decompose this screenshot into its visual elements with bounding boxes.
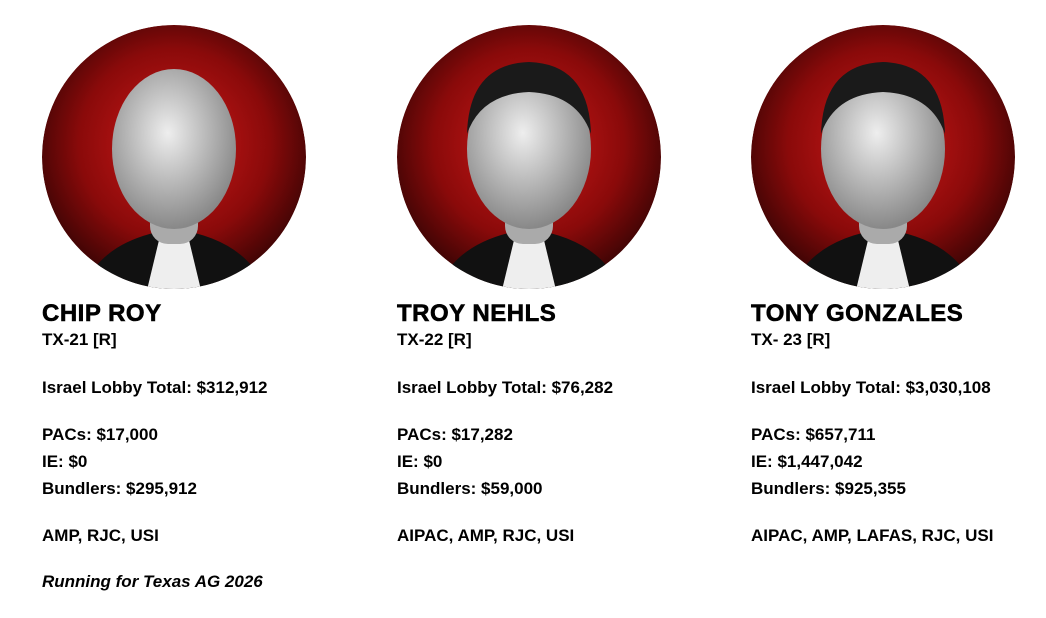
portrait — [42, 25, 306, 289]
pacs: PACs: $657,711 — [751, 425, 876, 444]
pacs: PACs: $17,000 — [42, 425, 158, 444]
groups: AMP, RJC, USI — [42, 526, 159, 545]
district: TX-22 [R] — [397, 330, 472, 349]
pacs: PACs: $17,282 — [397, 425, 513, 444]
collar — [147, 236, 201, 289]
ie: IE: $1,447,042 — [751, 452, 863, 471]
profile-card: TROY NEHLS TX-22 [R] Israel Lobby Total: $… — [397, 24, 697, 545]
note: Running for Texas AG 2026 — [42, 572, 263, 591]
bundlers: Bundlers: $295,912 — [42, 479, 197, 498]
portrait-group — [397, 25, 661, 289]
total: Israel Lobby Total: $76,282 — [397, 378, 614, 397]
ie: IE: $0 — [42, 452, 88, 471]
name: CHIP ROY — [42, 300, 162, 328]
head — [467, 69, 591, 229]
head — [112, 69, 236, 229]
groups: AIPAC, AMP, RJC, USI — [397, 526, 575, 545]
portrait — [397, 25, 661, 289]
portrait-group — [751, 25, 1015, 289]
hair — [821, 62, 945, 134]
collar — [502, 236, 556, 289]
district: TX- 23 [R] — [751, 330, 831, 349]
collar — [856, 236, 910, 289]
ie: IE: $0 — [397, 452, 443, 471]
total: Israel Lobby Total: $3,030,108 — [751, 378, 991, 397]
profile-card: TONY GONZALES TX- 23 [R] Israel Lobby Tota… — [751, 24, 1046, 545]
portrait — [751, 25, 1015, 289]
groups: AIPAC, AMP, LAFAS, RJC, USI — [751, 526, 994, 545]
name: TROY NEHLS — [397, 300, 557, 328]
name: TONY GONZALES — [751, 300, 964, 328]
total: Israel Lobby Total: $312,912 — [42, 378, 268, 397]
district: TX-21 [R] — [42, 330, 117, 349]
head — [821, 69, 945, 229]
profile-card: CHIP ROY TX-21 [R] Israel Lobby Total: $31… — [42, 24, 342, 591]
bundlers: Bundlers: $925,355 — [751, 479, 906, 498]
bundlers: Bundlers: $59,000 — [397, 479, 543, 498]
hair — [467, 62, 591, 134]
portrait-group — [42, 25, 306, 289]
